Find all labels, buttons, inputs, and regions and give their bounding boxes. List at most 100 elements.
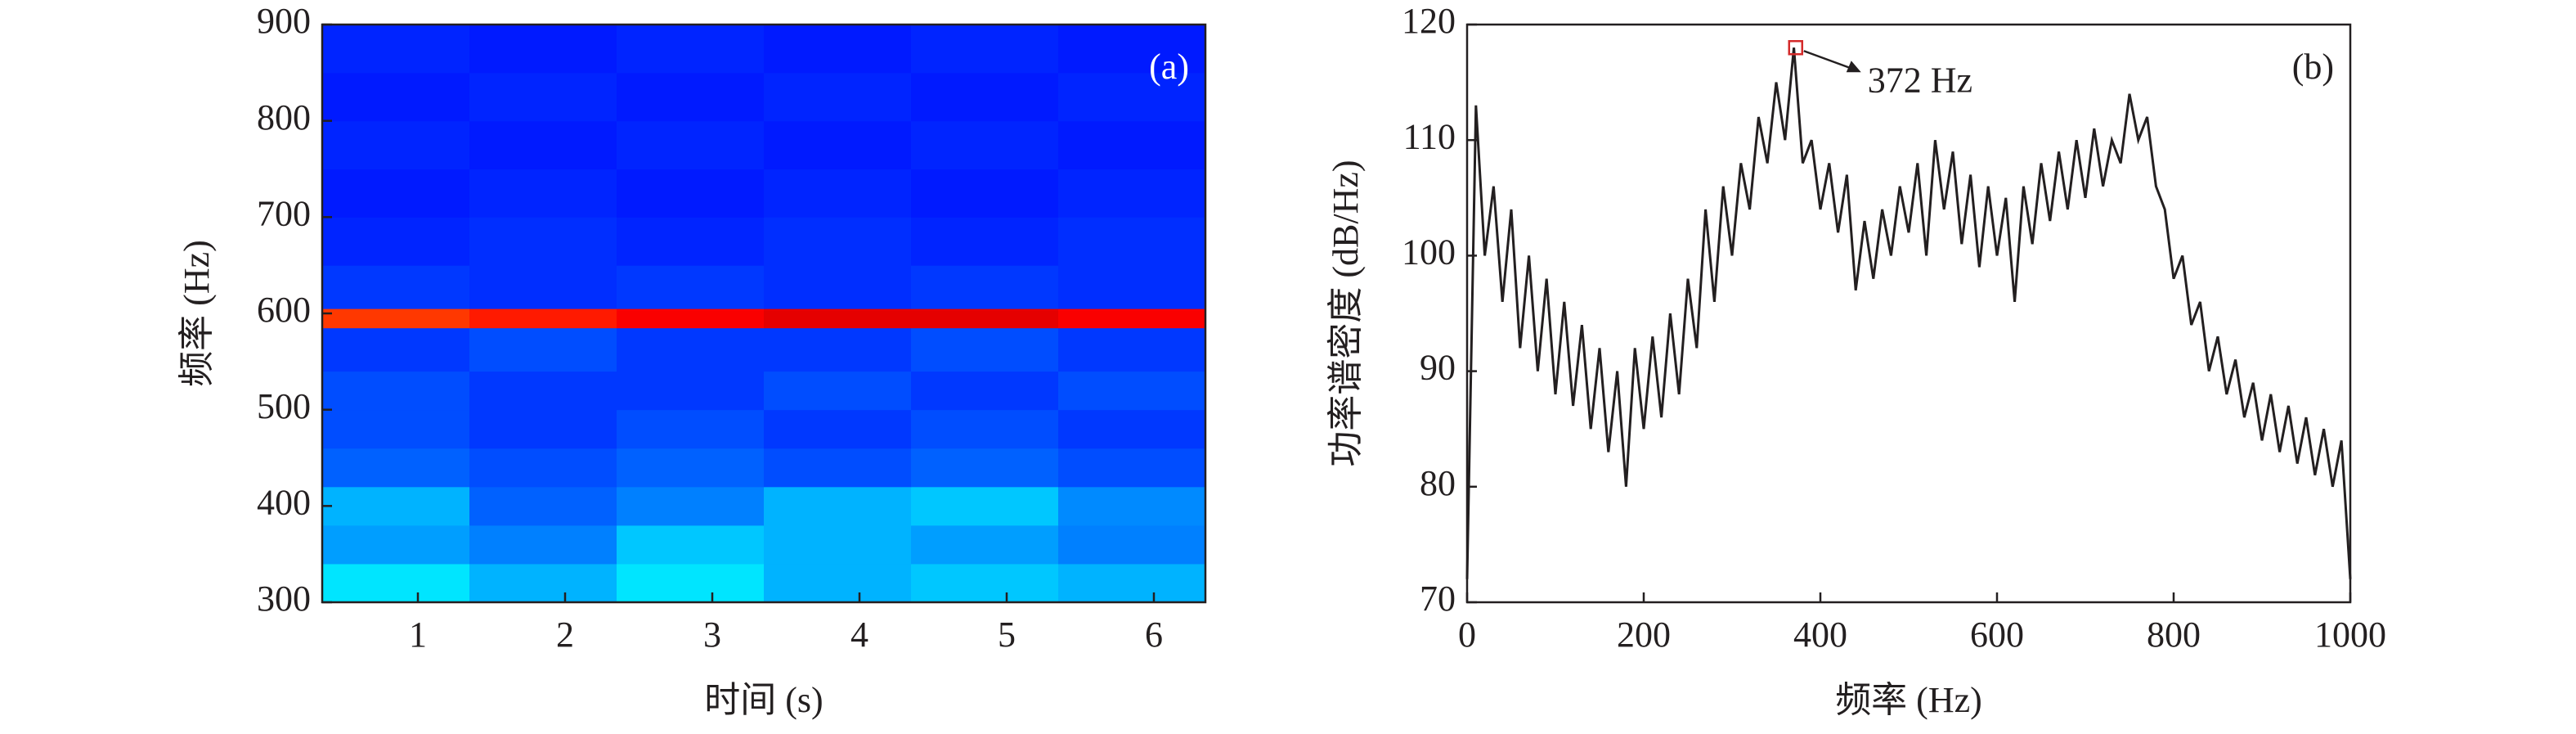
heat-cell	[764, 217, 912, 266]
annotation-arrow	[1803, 50, 1854, 70]
heat-cell	[617, 486, 765, 526]
heat-cell	[322, 72, 470, 122]
y-tick-label: 120	[1402, 1, 1456, 41]
heat-cell	[1058, 217, 1206, 266]
plot-frame	[1465, 23, 2352, 604]
heat-cell	[469, 371, 617, 411]
heat-cell	[764, 525, 912, 565]
y-tick-label: 80	[1420, 463, 1456, 503]
arrow-head	[1846, 61, 1861, 73]
heat-cell	[469, 217, 617, 266]
heat-cell	[911, 25, 1059, 74]
heat-cell	[617, 525, 765, 565]
heat-cell	[617, 265, 765, 309]
x-tick-label: 5	[998, 615, 1016, 655]
heat-cell	[617, 120, 765, 169]
heat-cell	[322, 120, 470, 169]
y-tick-label: 900	[257, 1, 311, 41]
x-tick-label: 2	[556, 615, 574, 655]
x-tick-label: 4	[850, 615, 868, 655]
heat-cell	[322, 409, 470, 449]
heat-cell	[469, 486, 617, 526]
heat-cell	[617, 25, 765, 74]
peak-marker	[1788, 39, 1804, 56]
heat-cell	[322, 371, 470, 411]
y-tick-label: 70	[1420, 579, 1456, 619]
panel: 1 2 3 4 5 6 300 400 500 600 700 800 900 时间 (s) 频率 (Hz)…	[177, 1, 1207, 720]
heat-cell	[322, 448, 470, 488]
heat-cell	[617, 217, 765, 266]
y-tick-label: 90	[1420, 348, 1456, 388]
heat-cell	[469, 25, 617, 74]
x-tick-label: 600	[1970, 615, 2024, 655]
heat-cell	[1058, 525, 1206, 565]
heat-cell	[1058, 563, 1206, 603]
heat-cell	[911, 169, 1059, 218]
heat-cell	[1058, 169, 1206, 218]
heat-cell	[617, 169, 765, 218]
x-tick-label: 800	[2147, 615, 2201, 655]
heat-cell	[1058, 371, 1206, 411]
psd-line	[1465, 47, 2352, 579]
heat-cell	[469, 525, 617, 565]
heat-cell	[617, 371, 765, 411]
y-tick-label: 110	[1403, 116, 1456, 156]
heat-cell	[617, 72, 765, 122]
heat-cell	[764, 25, 912, 74]
heat-cell	[617, 308, 765, 329]
heat-cell	[469, 169, 617, 218]
heat-cell	[617, 448, 765, 488]
heat-cell	[322, 217, 470, 266]
heat-cell	[1058, 486, 1206, 526]
heat-cell	[469, 563, 617, 603]
heat-cell	[764, 72, 912, 122]
heat-cell	[764, 371, 912, 411]
heat-cell	[911, 217, 1059, 266]
heat-cell	[764, 120, 912, 169]
x-axis-title: 频率 (Hz)	[1835, 680, 1982, 720]
heat-cell	[764, 169, 912, 218]
heat-cell	[911, 265, 1059, 309]
panel-label: (a)	[1149, 47, 1189, 87]
heat-cell	[322, 563, 470, 603]
heat-cell	[764, 409, 912, 449]
heat-cell	[469, 409, 617, 449]
x-tick-label: 1000	[2314, 615, 2386, 655]
x-axis-title: 时间 (s)	[704, 680, 823, 720]
y-tick-label: 300	[257, 579, 311, 619]
heat-cell	[1058, 327, 1206, 372]
y-tick-label: 800	[257, 97, 311, 137]
heat-cell	[1058, 265, 1206, 309]
heat-cell	[322, 308, 470, 329]
heat-cell	[1058, 409, 1206, 449]
heat-cell	[617, 409, 765, 449]
heat-cell	[911, 486, 1059, 526]
y-tick-label: 700	[257, 193, 311, 233]
heat-cell	[911, 72, 1059, 122]
heat-cell	[764, 265, 912, 309]
heat-cell	[469, 265, 617, 309]
y-axis-title: 频率 (Hz)	[177, 240, 217, 387]
heat-cell	[764, 448, 912, 488]
x-tick-label: 200	[1617, 615, 1671, 655]
x-tick-label: 1	[409, 615, 427, 655]
panel: 372 Hz 0 200 400 600 800 1000 70 80 90 100 110 120 频率…	[1326, 1, 2386, 720]
heat-cell	[1058, 308, 1206, 329]
heat-cell	[764, 327, 912, 372]
panel-label: (b)	[2292, 47, 2334, 87]
heat-cell	[469, 308, 617, 329]
annotation-text: 372 Hz	[1868, 60, 1972, 100]
heat-cell	[469, 120, 617, 169]
heat-cell	[911, 120, 1059, 169]
heat-cell	[1058, 25, 1206, 74]
heat-cell	[911, 327, 1059, 372]
heat-cell	[764, 486, 912, 526]
heat-cell	[469, 72, 617, 122]
heat-cell	[1058, 72, 1206, 122]
x-tick-label: 6	[1145, 615, 1163, 655]
heat-cell	[322, 486, 470, 526]
heat-cell	[617, 327, 765, 372]
heat-cell	[322, 265, 470, 309]
heat-cell	[322, 169, 470, 218]
